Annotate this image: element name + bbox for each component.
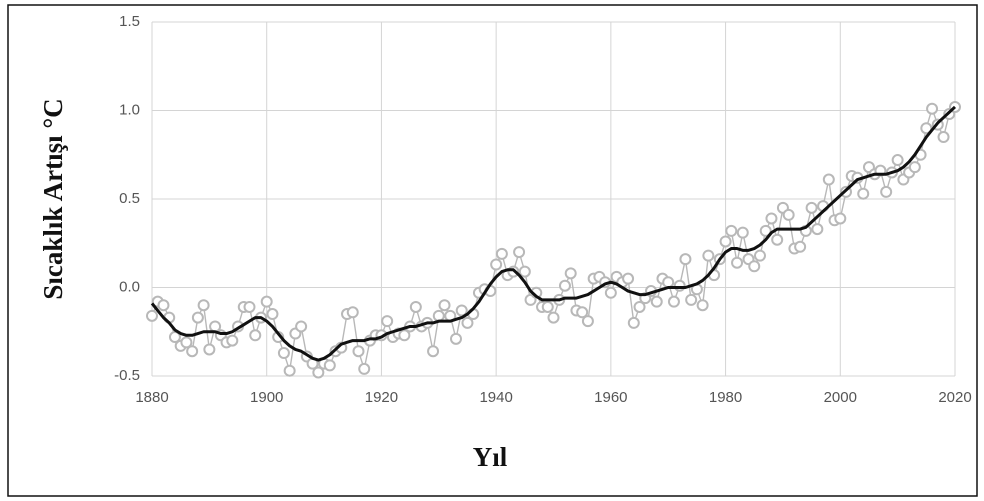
data-point (547, 311, 560, 324)
data-point (736, 226, 749, 239)
data-point (398, 329, 411, 342)
y-tick-label: 0.5 (119, 190, 140, 207)
data-point (926, 102, 939, 115)
data-point (794, 240, 807, 253)
data-point (811, 223, 824, 236)
data-point (696, 299, 709, 312)
data-point (834, 212, 847, 225)
y-axis-label: Sıcaklık Artışı °C (38, 98, 68, 299)
data-point (891, 154, 904, 167)
x-tick-label: 1880 (135, 389, 168, 406)
data-point (409, 300, 422, 313)
frame (7, 4, 978, 497)
data-point (622, 272, 635, 285)
data-point (295, 320, 308, 333)
x-tick-label: 1900 (250, 389, 283, 406)
data-point (908, 161, 921, 174)
data-point (455, 304, 468, 317)
data-point (667, 295, 680, 308)
data-point (266, 308, 279, 321)
data-point (432, 309, 445, 322)
data-point (260, 295, 273, 308)
data-point (771, 233, 784, 246)
data-point (186, 345, 199, 358)
data-point (461, 316, 474, 329)
data-point (702, 249, 715, 262)
y-tick-label: -0.5 (114, 367, 140, 384)
data-point (513, 246, 526, 259)
data-point (277, 346, 290, 359)
data-point (249, 329, 262, 342)
data-point (518, 265, 531, 278)
smoothed-line (150, 105, 957, 362)
data-point (191, 311, 204, 324)
data-point (627, 316, 640, 329)
x-axis-label: Yıl (473, 442, 508, 472)
data-point (358, 362, 371, 375)
data-point (427, 345, 440, 358)
data-point (157, 299, 170, 312)
y-tick-label: 1.0 (119, 101, 140, 118)
data-point (685, 293, 698, 306)
data-point (283, 364, 296, 377)
data-point (725, 224, 738, 237)
data-point (490, 258, 503, 271)
data-point (782, 208, 795, 221)
data-point (765, 212, 778, 225)
data-point (541, 300, 554, 313)
data-point (731, 256, 744, 269)
data-point (558, 279, 571, 292)
data-point (673, 279, 686, 292)
data-point (748, 260, 761, 273)
x-tick-label: 1980 (709, 389, 742, 406)
x-tick-label: 2020 (938, 389, 971, 406)
data-point (857, 187, 870, 200)
data-point (323, 359, 336, 372)
data-point (312, 366, 325, 379)
data-point (759, 224, 772, 237)
data-point (197, 299, 210, 312)
y-tick-label: 1.5 (119, 13, 140, 30)
x-tick-label: 1920 (365, 389, 398, 406)
data-point (180, 336, 193, 349)
y-tick-label: 0.0 (119, 278, 140, 295)
data-point (679, 253, 692, 266)
data-point (226, 334, 239, 347)
data-point (168, 331, 181, 344)
data-point (604, 286, 617, 299)
data-point (633, 300, 646, 313)
data-point (719, 235, 732, 248)
data-point (920, 122, 933, 135)
data-point (937, 131, 950, 144)
data-point (662, 276, 675, 289)
data-point (381, 315, 394, 328)
data-point (581, 315, 594, 328)
data-point (495, 247, 508, 260)
x-tick-label: 1940 (479, 389, 512, 406)
data-point (352, 345, 365, 358)
data-point (822, 173, 835, 186)
data-point (753, 249, 766, 262)
data-point (805, 201, 818, 214)
data-point (346, 306, 359, 319)
data-point (449, 332, 462, 345)
data-point (650, 295, 663, 308)
data-point (880, 185, 893, 198)
x-tick-label: 1960 (594, 389, 627, 406)
data-point (438, 299, 451, 312)
data-point (243, 300, 256, 313)
x-tick-label: 2000 (824, 389, 857, 406)
data-point (564, 267, 577, 280)
data-point (576, 306, 589, 319)
data-point (203, 343, 216, 356)
data-point (146, 309, 158, 322)
